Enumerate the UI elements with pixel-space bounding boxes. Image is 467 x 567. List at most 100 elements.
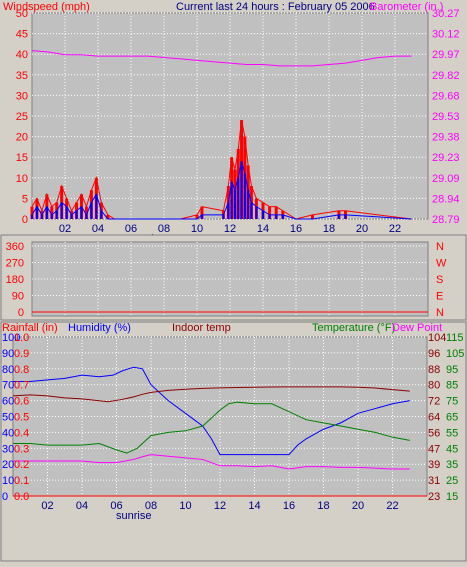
hour-tick-label: 08: [158, 223, 170, 235]
windspeed-tick-label: 50: [16, 8, 28, 20]
hour-tick-label: 04: [92, 223, 104, 235]
hour-tick-label: 14: [257, 223, 269, 235]
wind-bar: [95, 194, 98, 219]
indoor-tick-label: 88: [428, 364, 440, 376]
rainfall-tick-label: 0.9: [14, 348, 29, 360]
windspeed-tick-label: 5: [22, 193, 28, 205]
hour-tick-label: 06: [110, 500, 122, 512]
temperature-tick-label: 25: [446, 475, 458, 487]
wind-bar: [337, 214, 340, 219]
rainfall-tick-label: 0.3: [14, 443, 29, 455]
hour-tick-label: 22: [389, 223, 401, 235]
gust-bar: [84, 206, 88, 219]
humidity-axis-label: Humidity (%): [68, 322, 131, 334]
rainfall-tick-label: 0.2: [14, 459, 29, 471]
direction-tick-label: 270: [6, 258, 24, 270]
barometer-tick-label: 29.09: [432, 173, 460, 185]
direction-axis-ticks: 360 N 270 W 180 S 90 E 0 N: [6, 241, 447, 319]
temperature-tick-label: 115: [446, 332, 464, 344]
wind-bar: [237, 177, 240, 219]
hour-tick-label: 14: [248, 500, 260, 512]
wind-bar: [243, 173, 246, 219]
wind-bar: [50, 214, 53, 219]
windspeed-tick-label: 45: [16, 29, 28, 41]
temperature-tick-label: 85: [446, 380, 458, 392]
windspeed-tick-label: 40: [16, 49, 28, 61]
windspeed-tick-label: 20: [16, 132, 28, 144]
barometer-tick-label: 29.53: [432, 111, 460, 123]
wind-bar: [60, 202, 63, 219]
wind-bar: [344, 214, 347, 219]
hour-tick-label: 18: [323, 223, 335, 235]
windspeed-tick-label: 10: [16, 173, 28, 185]
indoor-tick-label: 56: [428, 427, 440, 439]
wind-bar: [100, 210, 103, 219]
humidity-tick-label: 100: [2, 332, 20, 344]
temperature-tick-label: 35: [446, 459, 458, 471]
temperature-tick-label: 105: [446, 348, 464, 360]
temperature-tick-label: 15: [446, 491, 458, 503]
wind-bar: [233, 190, 236, 219]
wind-bar: [255, 206, 258, 219]
gust-bar: [195, 214, 199, 219]
humidity-tick-label: 40: [2, 427, 14, 439]
hour-tick-label: 04: [76, 500, 88, 512]
temperature-tick-label: 95: [446, 364, 458, 376]
hour-tick-label: 12: [214, 500, 226, 512]
indoor-tick-label: 39: [428, 459, 440, 471]
wind-bar: [247, 190, 250, 219]
barometer-tick-label: 28.94: [432, 193, 460, 205]
wind-bar: [250, 202, 253, 219]
direction-tick-label: 0: [18, 307, 24, 319]
windspeed-tick-label: 35: [16, 70, 28, 82]
hour-tick-label: 06: [125, 223, 137, 235]
hour-tick-label: 18: [317, 500, 329, 512]
barometer-tick-label: 29.82: [432, 70, 460, 82]
wind-bar: [65, 206, 68, 219]
indoor-tick-label: 96: [428, 348, 440, 360]
humidity-tick-label: 60: [2, 396, 14, 408]
wind-bar: [85, 214, 88, 219]
humidity-tick-label: 30: [2, 443, 14, 455]
indoor-temp-axis-label: Indoor temp: [172, 322, 231, 334]
hour-tick-label: 02: [41, 500, 53, 512]
gust-bar: [106, 214, 110, 219]
windspeed-tick-label: 30: [16, 90, 28, 102]
indoor-tick-label: 72: [428, 396, 440, 408]
indoor-line: [12, 386, 410, 403]
chart-title: Current last 24 hours : February 05 2006: [176, 1, 375, 13]
temperature-tick-label: 75: [446, 396, 458, 408]
windspeed-tick-label: 25: [16, 111, 28, 123]
compass-tick-label: N: [436, 241, 444, 253]
barometer-tick-label: 30.12: [432, 29, 460, 41]
wind-bar: [240, 161, 243, 219]
wind-bar: [80, 206, 83, 219]
humidity-tick-label: 90: [2, 348, 14, 360]
hour-tick-label: 16: [283, 500, 295, 512]
barometer-line: [31, 50, 412, 67]
indoor-tick-label: 47: [428, 443, 440, 455]
wind-line: [31, 161, 412, 220]
windspeed-tick-label: 0: [22, 214, 28, 226]
wind-bar: [90, 202, 93, 219]
windspeed-axis-label: Windspeed (mph): [3, 1, 90, 13]
wind-bar: [35, 206, 38, 219]
wind-bar: [40, 214, 43, 219]
compass-tick-label: S: [436, 274, 443, 286]
hour-tick-label: 08: [145, 500, 157, 512]
temperature-tick-label: 45: [446, 443, 458, 455]
sunrise-label: sunrise: [116, 510, 151, 522]
gust-bar: [50, 206, 54, 219]
wind-bar: [268, 214, 271, 219]
barometer-tick-label: 29.68: [432, 90, 460, 102]
wind-bar: [55, 210, 58, 219]
hour-tick-label: 10: [179, 500, 191, 512]
wind-bar: [222, 214, 225, 219]
indoor-tick-label: 31: [428, 475, 440, 487]
compass-tick-label: W: [436, 258, 447, 270]
windspeed-tick-label: 15: [16, 152, 28, 164]
rainfall-tick-label: 0.7: [14, 380, 29, 392]
indoor-tick-label: 80: [428, 380, 440, 392]
